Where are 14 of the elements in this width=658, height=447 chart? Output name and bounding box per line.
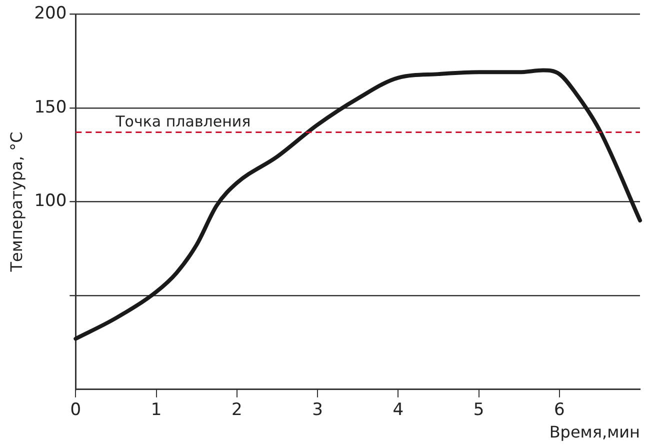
- y-tick-label: 100: [34, 191, 67, 212]
- y-axis-title: Температура, °C: [6, 132, 26, 273]
- x-tick-label: 3: [312, 400, 323, 420]
- x-tick-label: 2: [231, 400, 242, 420]
- y-tick-label: 150: [34, 97, 67, 118]
- x-tick-label: 5: [473, 400, 484, 420]
- x-tick-label: 0: [70, 400, 82, 420]
- line-series: [74, 68, 642, 341]
- x-tick-label: 1: [150, 400, 162, 420]
- ref-line-label: Точка плавления: [114, 112, 251, 131]
- x-tick-label: 6: [554, 400, 565, 420]
- x-tick-label: 4: [392, 400, 404, 420]
- x-axis-title: Время,мин: [549, 422, 640, 442]
- y-tick-label: 200: [34, 3, 67, 24]
